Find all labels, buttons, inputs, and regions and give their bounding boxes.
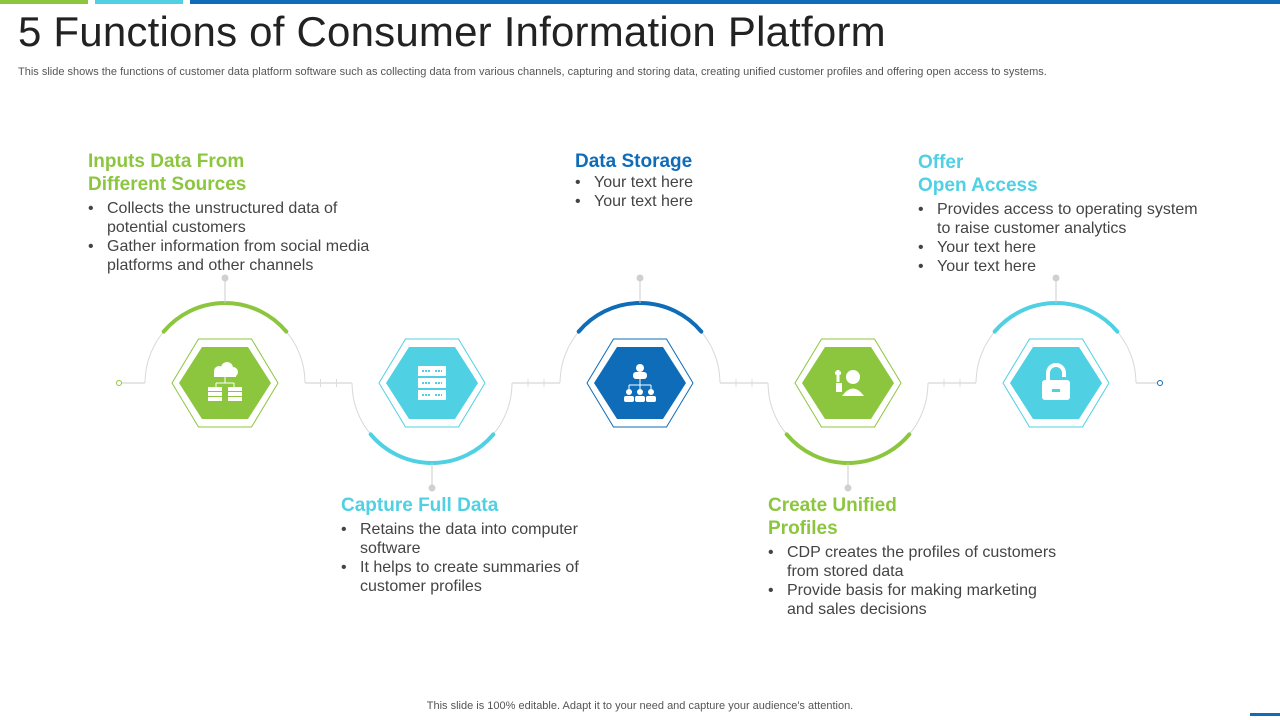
accent-arc xyxy=(784,432,912,465)
pin-dot xyxy=(428,484,436,492)
accent-arc xyxy=(992,301,1120,334)
bullet: It helps to create summaries of customer… xyxy=(341,558,581,596)
pin-dot xyxy=(844,484,852,492)
unlock-icon xyxy=(1042,363,1070,400)
step-title: Profiles xyxy=(768,518,838,539)
bullet: Your text here xyxy=(918,238,1198,257)
accent-arc xyxy=(161,301,289,334)
page-title: 5 Functions of Consumer Information Plat… xyxy=(18,8,886,55)
accent-bar-blue xyxy=(190,0,1280,4)
hierarchy-icon xyxy=(624,364,656,402)
step-title: Different Sources xyxy=(88,174,247,195)
server-icon xyxy=(418,366,446,400)
bullet: Your text here xyxy=(918,257,1198,276)
pin-dot xyxy=(1052,274,1060,282)
hexagon-green xyxy=(802,347,894,419)
bullet: Provide basis for making marketing and s… xyxy=(768,581,1058,619)
step-title: Open Access xyxy=(918,175,1038,196)
accent-bar-green xyxy=(0,0,88,4)
start-dot xyxy=(116,380,122,386)
accent-arc xyxy=(576,301,704,334)
corner-bar xyxy=(1250,713,1280,716)
bullet: Gather information from social media pla… xyxy=(88,237,378,275)
bullet: Provides access to operating system to r… xyxy=(918,200,1198,238)
add-user-icon xyxy=(835,370,864,396)
step-title: Capture Full Data xyxy=(341,495,499,516)
step-title: Create Unified xyxy=(768,495,897,516)
cloud-database-icon xyxy=(208,362,242,401)
page-subtitle: This slide shows the functions of custom… xyxy=(18,66,1047,78)
footer-note: This slide is 100% editable. Adapt it to… xyxy=(426,700,854,712)
pin-dot xyxy=(221,274,229,282)
step-3-text: Data Storage Your text hereYour text her… xyxy=(575,150,775,211)
bullet: Your text here xyxy=(575,173,775,192)
bullet: Retains the data into computer software xyxy=(341,520,581,558)
step-title: Data Storage xyxy=(575,151,693,172)
accent-bar-cyan xyxy=(95,0,183,4)
bullet: Collects the unstructured data of potent… xyxy=(88,199,378,237)
step-2-text: Capture Full Data Retains the data into … xyxy=(341,494,581,596)
bullet: CDP creates the profiles of customers fr… xyxy=(768,543,1058,581)
end-dot xyxy=(1157,380,1163,386)
bullet: Your text here xyxy=(575,192,775,211)
pin-dot xyxy=(636,274,644,282)
step-title: Offer xyxy=(918,152,964,173)
step-title: Inputs Data From xyxy=(88,151,245,172)
accent-arc xyxy=(368,432,496,465)
